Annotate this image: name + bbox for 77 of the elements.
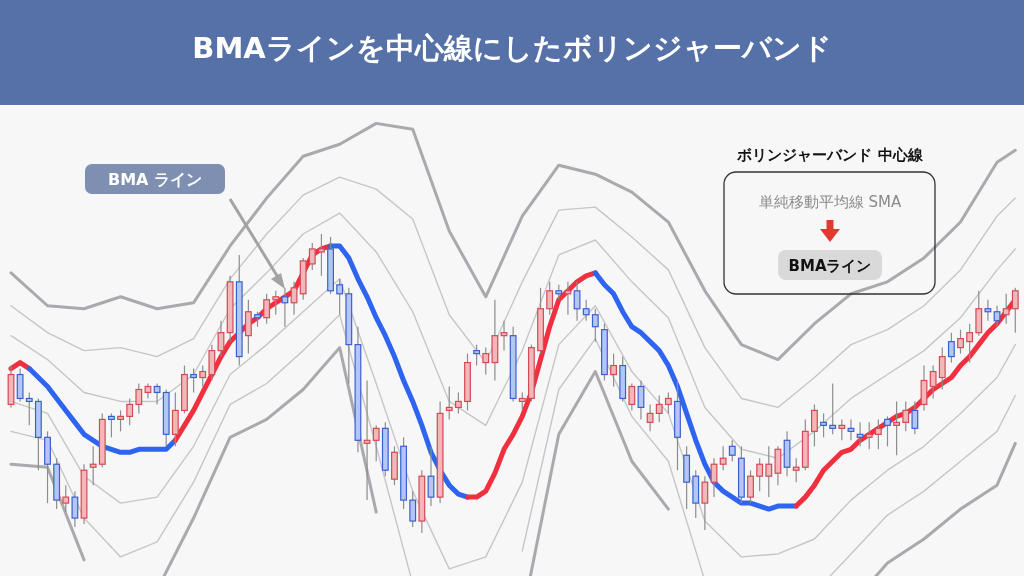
- candlestick: [500, 320, 508, 352]
- candlestick: [957, 329, 964, 355]
- candlestick: [591, 308, 599, 343]
- candlestick: [281, 287, 289, 328]
- candlestick: [938, 347, 946, 391]
- candlestick: [317, 233, 325, 277]
- candlestick: [290, 281, 298, 316]
- candlestick: [71, 490, 79, 528]
- candlestick: [482, 347, 490, 376]
- candlestick: [975, 290, 983, 337]
- candlestick: [756, 457, 764, 492]
- candlestick: [546, 281, 554, 316]
- candlestick: [984, 299, 992, 322]
- candlestick: [747, 469, 754, 504]
- candlestick: [820, 412, 827, 438]
- candlestick: [637, 379, 645, 420]
- candlestick: [1002, 293, 1010, 325]
- candlestick: [427, 445, 435, 507]
- text: 単純移動平均線 SMA: [758, 193, 902, 211]
- candlestick: [25, 391, 33, 426]
- text: ボリンジャーバンド 中心線: [736, 146, 924, 164]
- candlestick: [719, 445, 727, 471]
- candlestick: [564, 281, 572, 316]
- candlestick: [199, 364, 207, 388]
- candlestick: [993, 305, 1001, 328]
- candlestick: [792, 457, 800, 483]
- candlestick: [117, 409, 124, 432]
- candlestick: [874, 418, 882, 450]
- candlestick: [336, 278, 344, 316]
- candlestick: [473, 344, 481, 367]
- candlestick: [16, 367, 24, 403]
- candlestick: [893, 400, 901, 456]
- candlestick: [363, 379, 371, 501]
- candlestick: [126, 397, 134, 426]
- candlestick: [62, 484, 70, 513]
- candlestick: [728, 439, 736, 462]
- candlestick: [272, 290, 280, 316]
- candlestick: [308, 242, 316, 271]
- candlestick: [135, 382, 143, 414]
- candlestick: [664, 391, 672, 414]
- candlestick: [372, 424, 380, 462]
- candlestick: [582, 299, 590, 322]
- candlestick: [856, 421, 864, 447]
- candlestick: [701, 475, 709, 531]
- candlestick: [1011, 287, 1019, 334]
- candlestick: [108, 412, 115, 438]
- candlestick: [263, 293, 271, 325]
- annotation: BMAライン: [788, 257, 872, 275]
- candlestick: [865, 421, 873, 450]
- candlestick: [409, 490, 417, 528]
- candlestick: [929, 364, 937, 400]
- candlestick: [445, 385, 453, 420]
- candlestick: [610, 353, 618, 388]
- candlestick: [244, 299, 252, 355]
- candlestick: [884, 415, 891, 447]
- candlestick: [655, 394, 663, 423]
- text: BMA ライン: [107, 170, 203, 189]
- candlestick: [765, 445, 773, 498]
- candlestick: [829, 382, 837, 435]
- candlestick: [454, 391, 462, 414]
- candlestick: [573, 281, 581, 322]
- candlestick: [153, 382, 161, 406]
- candlestick: [774, 445, 782, 486]
- candlestick: [911, 400, 919, 435]
- candlestick: [902, 400, 910, 432]
- candlestick: [89, 445, 97, 486]
- candlestick: [171, 391, 179, 447]
- candlestick: [947, 332, 955, 364]
- candlestick: [847, 418, 855, 441]
- candlestick: [811, 403, 818, 447]
- chart-title: BMAラインを中心線にしたボリンジャーバンド: [192, 31, 832, 65]
- candlestick: [966, 323, 974, 364]
- candlestick: [838, 418, 846, 441]
- candlestick: [646, 403, 654, 432]
- candlestick: [628, 382, 636, 412]
- candlestick: [208, 344, 216, 382]
- candlestick: [190, 367, 198, 394]
